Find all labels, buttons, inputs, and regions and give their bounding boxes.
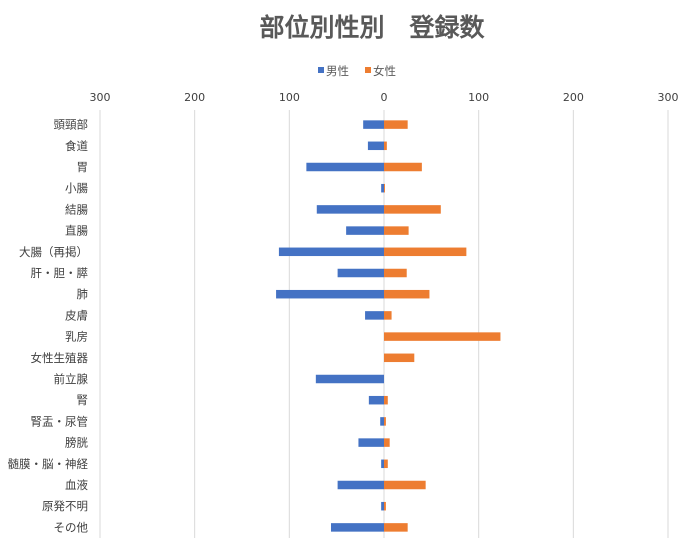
category-label: 腎盂・尿管: [31, 414, 89, 428]
category-label: 肝・胆・膵: [31, 266, 89, 280]
category-label: 皮膚: [65, 308, 88, 322]
bar-female: [384, 523, 408, 532]
category-label: 肺: [77, 287, 89, 301]
bar-female: [384, 395, 388, 405]
bar-male: [365, 311, 384, 320]
bar-male: [363, 120, 384, 129]
category-label: 小腸: [65, 181, 88, 195]
category-label: 頭頸部: [54, 118, 89, 132]
bar-female: [384, 141, 387, 151]
category-label: 髄膜・脳・神経: [8, 457, 89, 471]
bar-male: [380, 417, 384, 426]
bar-male: [337, 268, 384, 278]
bar-female: [384, 183, 385, 193]
x-tick-label: 300: [89, 91, 110, 104]
bar-female: [384, 205, 441, 214]
bar-male: [276, 289, 384, 299]
bar-male: [367, 141, 384, 151]
bar-male: [278, 247, 384, 257]
x-tick-label: 300: [658, 91, 679, 104]
x-tick-label: 0: [381, 91, 388, 104]
category-label: その他: [54, 520, 89, 534]
bar-male: [381, 183, 384, 193]
bar-male: [330, 523, 384, 532]
legend-swatch: [318, 67, 324, 73]
x-axis-ticks: 300 200 100 0 100 200 300: [89, 91, 678, 104]
bar-female: [384, 438, 390, 447]
bar-female: [384, 480, 426, 490]
legend-label: 女性: [373, 64, 396, 78]
category-label: 胃: [77, 160, 89, 174]
bar-male: [368, 395, 384, 405]
bar-male: [306, 162, 384, 172]
bar-female: [384, 417, 386, 426]
bars: [276, 120, 501, 532]
category-label: 乳房: [65, 330, 88, 344]
category-label: 血液: [65, 478, 88, 492]
category-label: 膀胱: [65, 436, 88, 450]
bar-female: [384, 268, 407, 278]
bar-male: [346, 226, 384, 235]
gridlines: [99, 110, 669, 538]
bar-female: [384, 247, 467, 257]
bar-male: [337, 480, 384, 490]
bar-male: [315, 374, 384, 384]
bar-female: [384, 332, 501, 341]
category-label: 女性生殖器: [31, 351, 89, 365]
x-tick-label: 100: [279, 91, 300, 104]
category-label: 前立腺: [54, 372, 89, 386]
category-label: 大腸（再掲）: [19, 245, 88, 259]
bar-female: [384, 226, 409, 235]
category-label: 結腸: [65, 202, 88, 216]
legend-swatch: [365, 67, 371, 73]
category-label: 原発不明: [42, 499, 88, 513]
legend-label: 男性: [326, 64, 349, 78]
category-label: 直腸: [65, 224, 88, 238]
bar-male: [316, 205, 384, 214]
bar-female: [384, 311, 392, 320]
bar-female: [384, 459, 388, 469]
bar-female: [384, 289, 430, 299]
bar-male: [381, 501, 384, 511]
bar-male: [358, 438, 384, 447]
legend: 男性 女性: [318, 64, 396, 78]
chart-title: 部位別性別 登録数: [259, 13, 485, 42]
x-tick-label: 100: [468, 91, 489, 104]
category-label: 食道: [65, 139, 88, 153]
bar-female: [384, 162, 422, 172]
x-tick-label: 200: [184, 91, 205, 104]
bar-female: [384, 501, 386, 511]
bar-female: [384, 353, 415, 363]
bar-female: [384, 120, 408, 129]
bar-male: [381, 459, 384, 469]
x-tick-label: 200: [563, 91, 584, 104]
category-label: 腎: [77, 393, 89, 407]
